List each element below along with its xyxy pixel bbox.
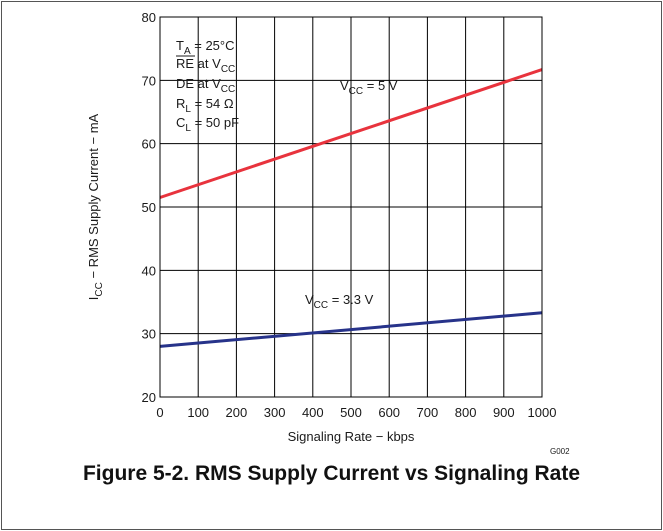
series-label-vcc-5v: VCC = 5 V [340, 78, 398, 97]
x-tick-label-800: 800 [455, 405, 477, 420]
x-tick-label-900: 900 [493, 405, 515, 420]
y-axis-label-main: I [86, 297, 101, 301]
series-lines [159, 68, 543, 348]
condition-re: RE at VCC [176, 56, 235, 75]
x-tick-label-200: 200 [226, 405, 248, 420]
x-tick-label-400: 400 [302, 405, 324, 420]
series-line-1 [159, 311, 543, 348]
x-tick-label-0: 0 [156, 405, 163, 420]
plot-border [159, 16, 543, 398]
y-tick-label-80: 80 [142, 10, 156, 25]
figure-code: G002 [550, 447, 570, 456]
x-tick-label-700: 700 [417, 405, 439, 420]
y-tick-label-40: 40 [142, 263, 156, 278]
series-line-0 [159, 68, 543, 199]
y-tick-label-30: 30 [142, 327, 156, 342]
y-tick-label-20: 20 [142, 390, 156, 405]
y-tick-label-60: 60 [142, 137, 156, 152]
x-tick-label-300: 300 [264, 405, 286, 420]
y-tick-labels: 20 30 40 50 60 70 80 [142, 10, 156, 405]
condition-de: DE at VCC [176, 76, 235, 95]
x-tick-labels: 0 100 200 300 400 500 600 700 800 900 1000 [156, 405, 556, 420]
supply-current-chart: 0 100 200 300 400 500 600 700 800 900 1000 20 30 40 5… [86, 10, 570, 456]
x-tick-label-100: 100 [187, 405, 209, 420]
y-tick-label-50: 50 [142, 200, 156, 215]
condition-rl: RL = 54 Ω [176, 96, 234, 115]
series-label-vcc-3v3: VCC = 3.3 V [305, 292, 374, 311]
y-tick-label-70: 70 [142, 73, 156, 88]
x-axis-label: Signaling Rate − kbps [288, 429, 415, 444]
x-tick-label-600: 600 [378, 405, 400, 420]
figure-caption: Figure 5-2. RMS Supply Current vs Signal… [82, 462, 581, 485]
y-axis-label: ICC − RMS Supply Current − mA [86, 113, 105, 300]
test-conditions: TA = 25°C RE at VCC DE at VCC RL = 54 Ω … [176, 38, 239, 134]
condition-cl: CL = 50 pF [176, 115, 239, 134]
x-tick-label-500: 500 [340, 405, 362, 420]
condition-ta: TA = 25°C [176, 38, 235, 57]
x-tick-label-1000: 1000 [528, 405, 557, 420]
y-axis-label-sub: CC [94, 282, 105, 296]
y-axis-label-rest: − RMS Supply Current − mA [86, 113, 101, 282]
